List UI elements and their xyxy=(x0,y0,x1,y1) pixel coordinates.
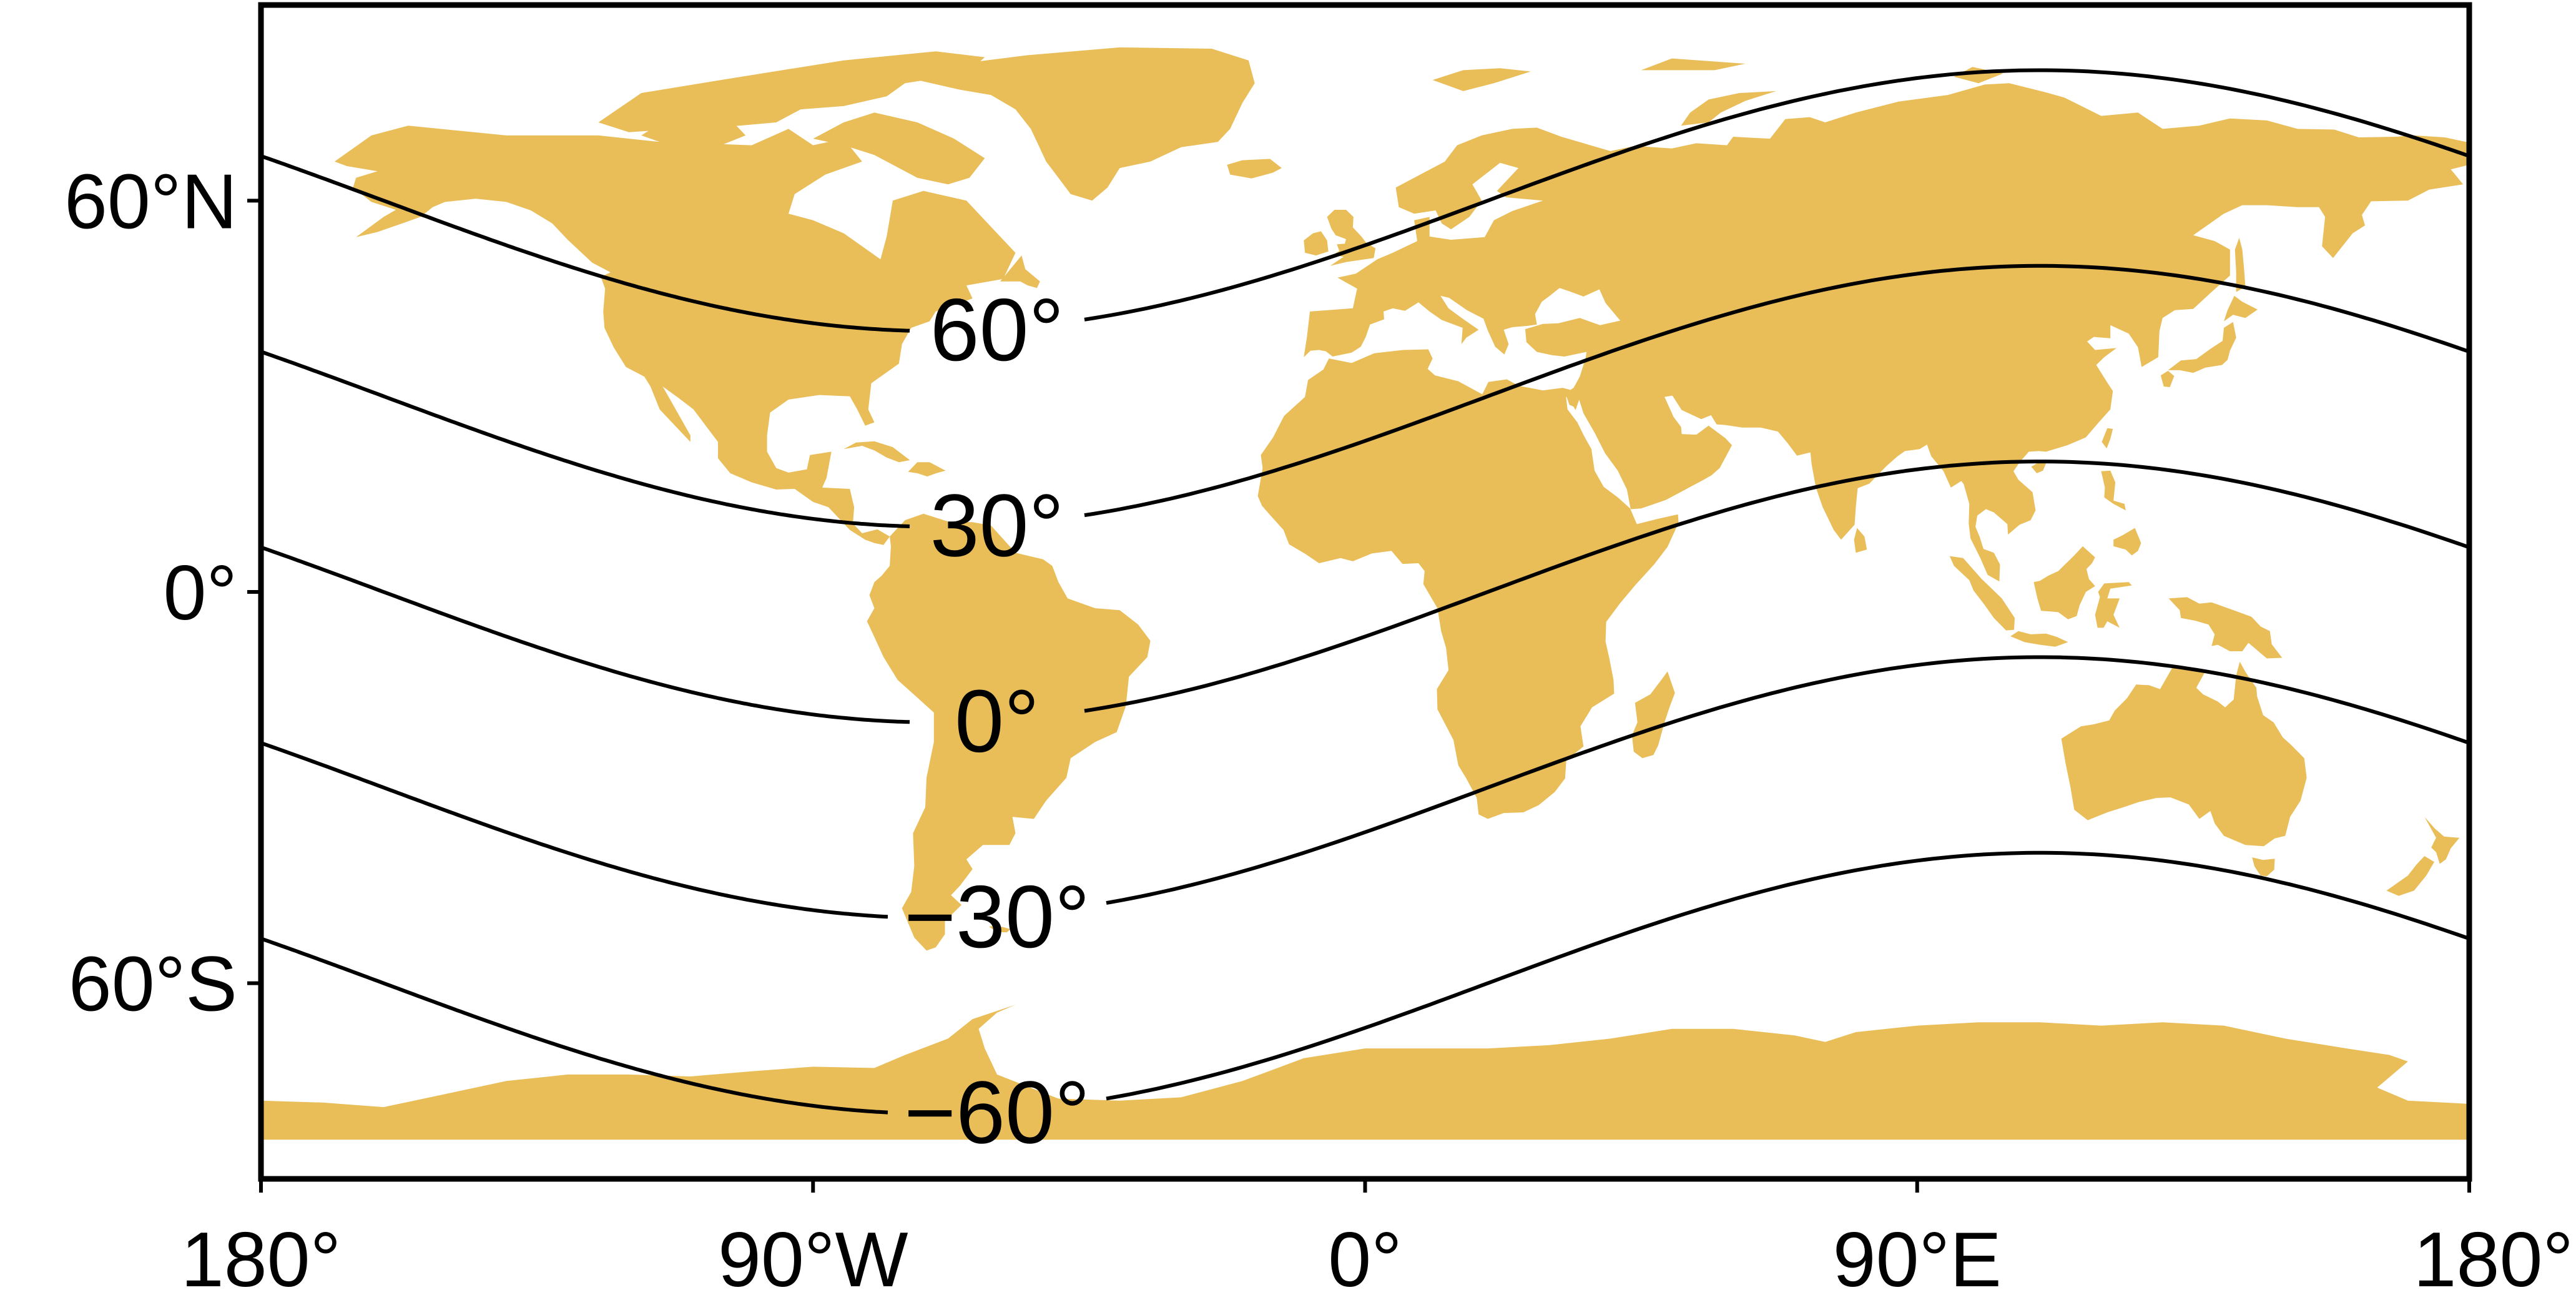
land-japan-honshu xyxy=(2168,322,2236,373)
land-antarctica xyxy=(261,1005,2469,1140)
contour-line-0-east xyxy=(1084,460,2470,713)
land-victoria-island xyxy=(641,116,746,149)
x-tick-label: 90°W xyxy=(718,1217,908,1295)
land-arabia-fill xyxy=(1563,347,1732,510)
x-tick-label: 0° xyxy=(1328,1217,1402,1295)
land-uk xyxy=(1327,210,1376,266)
contour-line--60-west xyxy=(260,937,888,1115)
contour-label--60: −60° xyxy=(904,1063,1090,1162)
land-arctic-islands xyxy=(598,51,985,132)
contour-line-60-east xyxy=(1084,68,2470,322)
land-newfoundland xyxy=(1000,255,1040,288)
land-africa xyxy=(1257,349,1679,819)
land-japan-hokkaido xyxy=(2224,295,2258,322)
contour-label-0: 0° xyxy=(955,672,1040,771)
land-cuba xyxy=(843,441,910,463)
contour-label-30: 30° xyxy=(930,476,1064,575)
x-tick-label: 90°E xyxy=(1833,1217,2002,1295)
land-masses xyxy=(261,47,2469,1140)
land-philippines-mindanao xyxy=(2113,528,2141,556)
contour-line--60-east xyxy=(1106,850,2470,1101)
land-new-guinea xyxy=(2168,597,2283,659)
land-tasmania xyxy=(2252,857,2275,877)
land-south-america xyxy=(867,513,1151,951)
y-tick-label: 0° xyxy=(163,550,237,636)
land-svalbard xyxy=(1432,68,1531,91)
land-hispaniola xyxy=(908,462,946,477)
contour-line--30-east xyxy=(1106,655,2470,905)
contour-lines: 60° 30° 0° −30° −60° xyxy=(260,68,2470,1162)
contour-line-60-west xyxy=(260,154,910,333)
x-tick-label: 180° xyxy=(181,1217,341,1295)
y-tick-label: 60°S xyxy=(69,942,237,1028)
land-ireland xyxy=(1304,231,1329,256)
contour-line-0-west xyxy=(260,545,910,724)
x-tick-label: 180° xyxy=(2414,1217,2574,1295)
land-franz-josef xyxy=(1641,58,1746,71)
land-north-america xyxy=(334,126,1016,545)
land-eurasia xyxy=(1304,83,2469,582)
contour-line-30-west xyxy=(260,350,910,528)
land-taiwan xyxy=(2102,428,2113,449)
land-hainan xyxy=(2031,461,2047,473)
land-australia xyxy=(2061,661,2307,847)
y-tick-label: 60°N xyxy=(64,159,237,245)
land-philippines-luzon xyxy=(2101,470,2126,511)
contour-line--30-west xyxy=(260,741,888,919)
contour-line-30-east xyxy=(1084,263,2470,518)
land-sri-lanka xyxy=(1854,528,1867,553)
land-baffin xyxy=(813,112,985,185)
land-novaya-zemlya xyxy=(1681,91,1776,126)
land-iceland xyxy=(1227,159,1282,179)
contour-label-60: 60° xyxy=(930,280,1064,380)
land-greenland xyxy=(917,47,1255,201)
land-sakhalin xyxy=(2234,237,2246,292)
axis-ticks: 180° 90°W 0° 90°E 180° 60°N 0° 60°S xyxy=(64,159,2574,1295)
land-sulawesi xyxy=(2095,582,2132,628)
contour-label--30: −30° xyxy=(904,867,1090,967)
land-madagascar xyxy=(1631,671,1675,759)
land-sumatra xyxy=(1949,556,2015,631)
land-new-zealand-south xyxy=(2386,856,2434,896)
land-java xyxy=(2010,631,2068,647)
land-new-zealand-north xyxy=(2424,817,2460,864)
land-japan-kyushu xyxy=(2160,370,2175,387)
land-falklands xyxy=(989,925,1011,933)
land-borneo xyxy=(2033,546,2095,619)
